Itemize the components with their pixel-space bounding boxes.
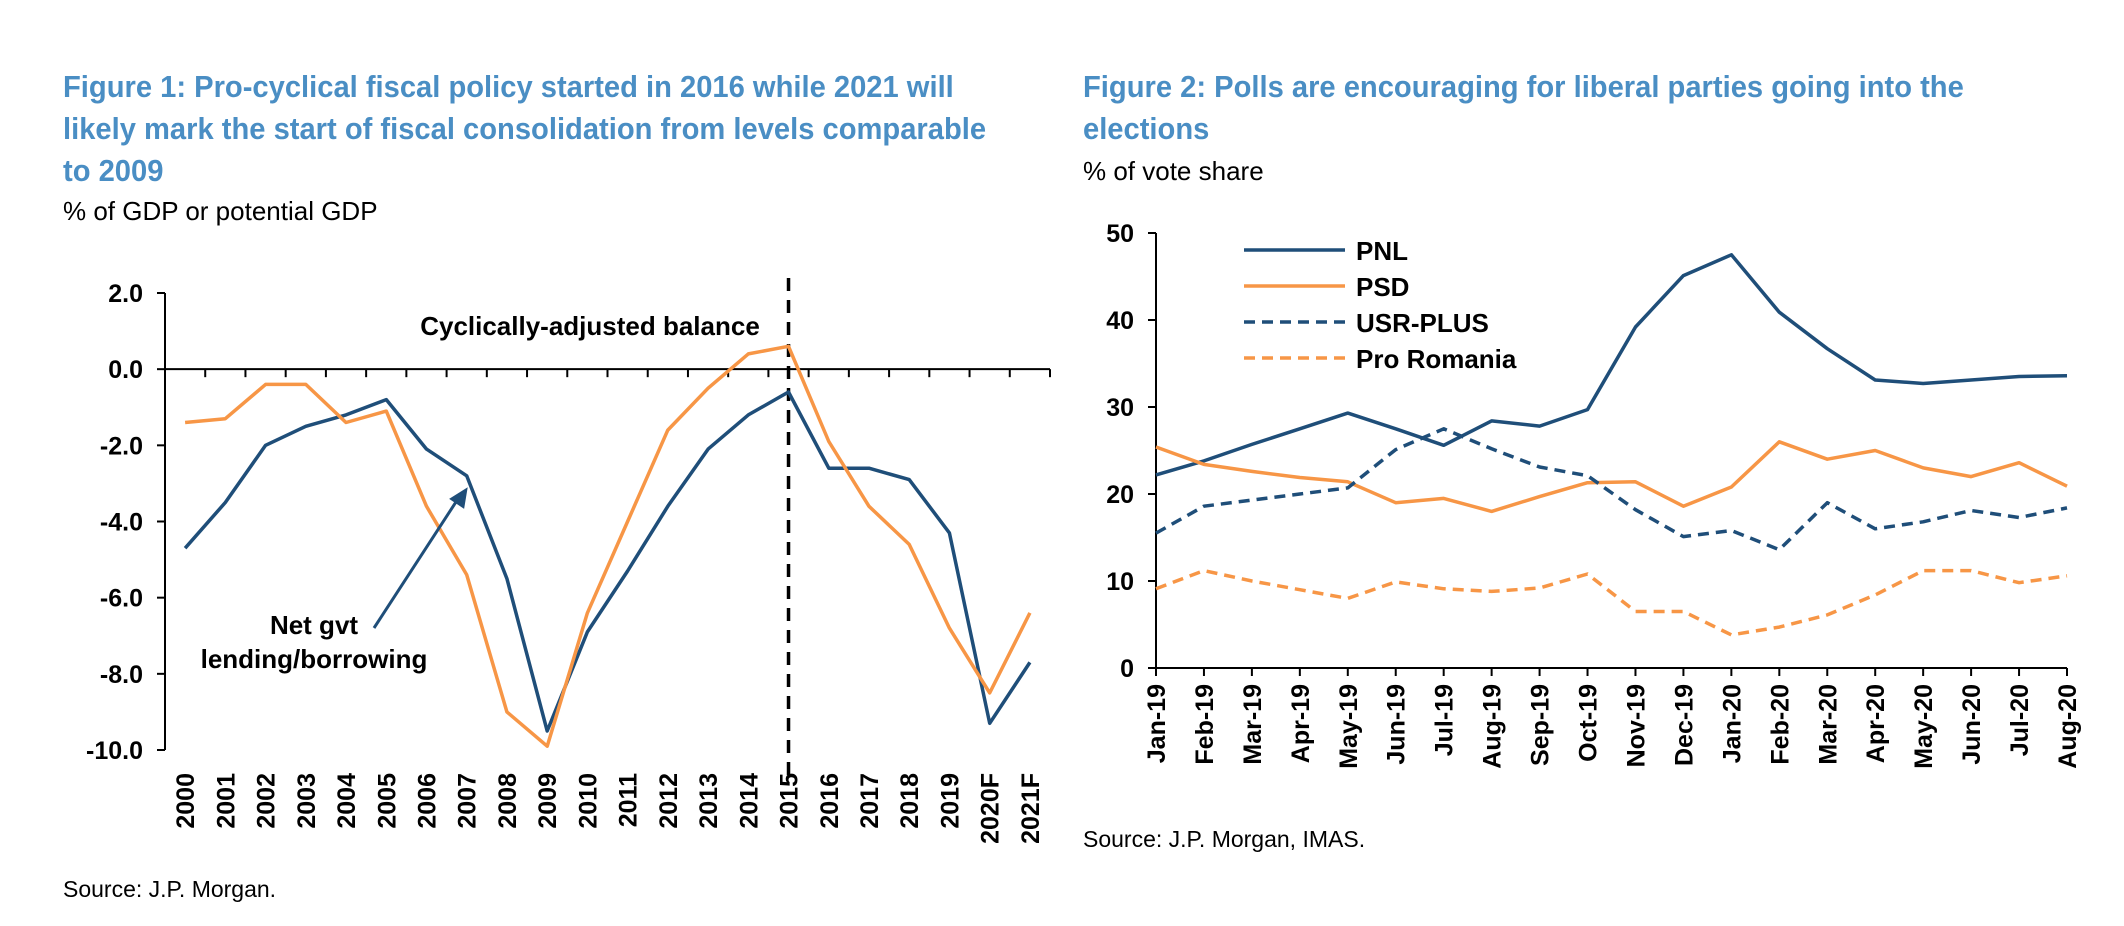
x-tick-label: 2015 xyxy=(776,773,804,829)
annotation-arrow-head xyxy=(449,487,468,509)
x-tick-label: Mar-20 xyxy=(1814,684,1842,765)
x-tick-label: 2001 xyxy=(212,773,240,829)
x-tick-label: 2008 xyxy=(494,773,522,829)
y-tick-label: 10 xyxy=(1106,568,1134,596)
x-tick-label: Jul-19 xyxy=(1431,684,1459,756)
x-tick-label: 2018 xyxy=(896,773,924,829)
x-tick-label: 2007 xyxy=(454,773,482,829)
x-tick-label: 2010 xyxy=(574,773,602,829)
x-tick-label: 2014 xyxy=(735,773,763,829)
y-tick-label: 2.0 xyxy=(108,280,143,308)
y-tick-label: -8.0 xyxy=(100,661,143,689)
x-tick-label: Aug-20 xyxy=(2054,684,2082,769)
x-tick-label: May-19 xyxy=(1335,684,1363,769)
series-line-pro-romania xyxy=(1155,568,2068,637)
x-tick-label: May-20 xyxy=(1910,684,1938,769)
annotation-arrow-line xyxy=(372,495,461,629)
fiscal-balance-chart: 2.0 0.0 -2.0 -4.0 -6.0 -8.0 -10.0 2000 2001 2002 2… xyxy=(86,278,1051,844)
x-tick-label: Dec-19 xyxy=(1670,684,1698,766)
x-tick-label: Feb-20 xyxy=(1766,684,1794,765)
y-tick-label: -10.0 xyxy=(86,737,143,765)
annotation-lending-borrowing: lending/borrowing xyxy=(201,644,428,674)
legend-label-pnl: PNL xyxy=(1356,236,1408,266)
x-tick-label: 2013 xyxy=(695,773,723,829)
x-tick-label: Apr-20 xyxy=(1862,684,1890,763)
annotation-net-gvt: Net gvt xyxy=(270,610,358,640)
x-tick-label: 2012 xyxy=(655,773,683,829)
x-tick-label: 2005 xyxy=(373,773,401,829)
series-line-psd xyxy=(1155,440,2068,514)
y-tick-label: -4.0 xyxy=(100,509,143,537)
x-tick-label: 2019 xyxy=(936,773,964,829)
x-tick-label: Sep-19 xyxy=(1527,684,1555,766)
figure2-source: Source: J.P. Morgan, IMAS. xyxy=(1083,826,1366,852)
series-line-pnl xyxy=(1155,253,2068,477)
figure1-source: Source: J.P. Morgan. xyxy=(63,876,277,902)
y-tick-label: -2.0 xyxy=(100,432,143,460)
x-tick-label: Jul-20 xyxy=(2006,684,2034,756)
x-tick-label: 2004 xyxy=(333,773,361,829)
legend-label-usr-plus: USR-PLUS xyxy=(1356,308,1489,338)
x-tick-label: Jan-20 xyxy=(1718,684,1746,763)
series-line-cyclically-adjusted xyxy=(184,344,1032,748)
x-tick-label: Jan-19 xyxy=(1143,684,1171,763)
x-tick-label: 2017 xyxy=(856,773,884,829)
y-tick-label: -6.0 xyxy=(100,585,143,613)
x-tick-label: 2000 xyxy=(172,773,200,829)
y-tick-label: 0.0 xyxy=(108,356,143,384)
x-tick-label: Mar-19 xyxy=(1239,684,1267,765)
legend-label-psd: PSD xyxy=(1356,272,1409,302)
x-tick-label: Jun-19 xyxy=(1383,684,1411,765)
x-tick-label: Apr-19 xyxy=(1287,684,1315,763)
y-tick-label: 0 xyxy=(1120,655,1134,683)
x-tick-label: Feb-19 xyxy=(1191,684,1219,765)
x-tick-label: 2002 xyxy=(253,773,281,829)
x-tick-label: 2016 xyxy=(816,773,844,829)
x-tick-label: Nov-19 xyxy=(1622,684,1650,767)
series-line-net-lending xyxy=(183,390,1032,733)
y-tick-label: 40 xyxy=(1106,307,1134,335)
poll-chart: 50 40 30 20 10 0 Jan-19 Feb-19 Mar-19 Apr-19 May-1… xyxy=(1106,220,2082,769)
x-tick-label: 2003 xyxy=(293,773,321,829)
y-tick-label: 30 xyxy=(1106,394,1134,422)
figure2-title: Figure 2: Polls are encouraging for libe… xyxy=(1083,69,1964,146)
figure1-title: Figure 1: Pro-cyclical fiscal policy sta… xyxy=(63,69,987,188)
x-tick-label: 2021F xyxy=(1017,773,1045,844)
figure2-subtitle: % of vote share xyxy=(1083,156,1264,186)
y-tick-label: 50 xyxy=(1106,220,1134,248)
x-tick-label: 2011 xyxy=(615,773,643,827)
legend-label-pro-romania: Pro Romania xyxy=(1356,344,1517,374)
x-tick-label: 2020F xyxy=(977,773,1005,844)
x-tick-label: Aug-19 xyxy=(1479,684,1507,769)
series-line-usr-plus xyxy=(1155,427,2068,552)
x-tick-label: Oct-19 xyxy=(1575,684,1603,762)
x-tick-label: 2006 xyxy=(413,773,441,829)
figure1-subtitle: % of GDP or potential GDP xyxy=(63,196,378,226)
annotation-cyclically-adjusted: Cyclically-adjusted balance xyxy=(420,311,760,341)
x-tick-label: 2009 xyxy=(534,773,562,829)
x-tick-label: Jun-20 xyxy=(1958,684,1986,765)
y-tick-label: 20 xyxy=(1106,481,1134,509)
